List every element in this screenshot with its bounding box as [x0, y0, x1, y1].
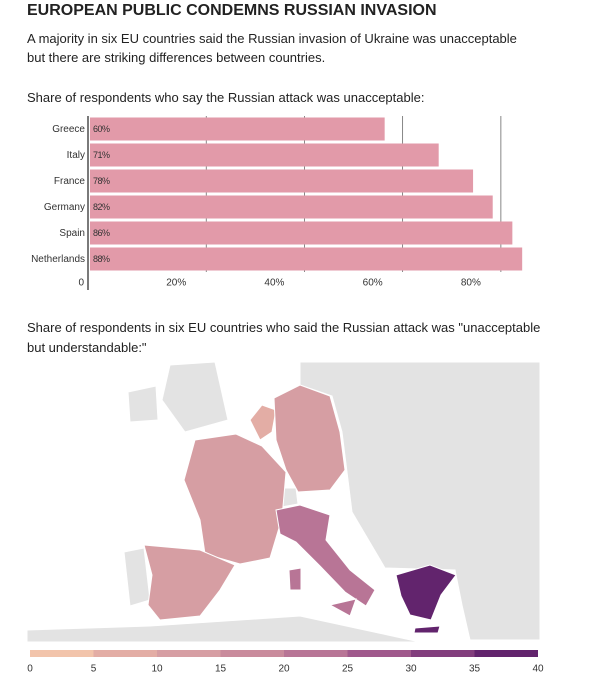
- country: [143, 544, 236, 621]
- title: EUROPEAN PUBLIC CONDEMNS RUSSIAN INVASIO…: [27, 2, 437, 19]
- country: [183, 433, 287, 565]
- country: [273, 384, 346, 493]
- value-label: 88%: [93, 254, 110, 264]
- legend-tick-label: 15: [215, 664, 227, 675]
- value-label: 86%: [93, 228, 110, 238]
- legend-swatch: [30, 650, 94, 657]
- category-label: Germany: [44, 202, 85, 213]
- category-label: Italy: [67, 150, 85, 161]
- bar-chart-title: Share of respondents who say the Russian…: [27, 90, 425, 105]
- legend-tick-label: 35: [469, 664, 481, 675]
- legend-swatch: [474, 650, 538, 657]
- subtitle: A majority in six EU countries said the …: [27, 31, 517, 65]
- legend-tick-label: 30: [405, 664, 417, 675]
- map-title: Share of respondents in six EU countries…: [27, 320, 541, 355]
- legend-tick-label: 10: [151, 664, 163, 675]
- category-label: Netherlands: [31, 254, 85, 265]
- value-label: 78%: [93, 176, 110, 186]
- legend-swatch: [411, 650, 475, 657]
- country: [249, 404, 277, 441]
- other-land: [161, 361, 229, 433]
- other-land: [26, 615, 421, 643]
- category-label: Spain: [59, 228, 85, 239]
- legend-swatch: [347, 650, 411, 657]
- legend-swatch: [220, 650, 284, 657]
- legend-tick-label: 5: [91, 664, 97, 675]
- x-tick-label: 20%: [166, 278, 186, 289]
- legend-swatch: [93, 650, 157, 657]
- bar: [90, 221, 513, 245]
- x-tick-label: 60%: [363, 278, 383, 289]
- country: [275, 504, 376, 617]
- category-label: Greece: [52, 124, 85, 135]
- legend-tick-label: 40: [532, 664, 544, 675]
- bar: [90, 143, 439, 167]
- x-tick-label: 40%: [264, 278, 284, 289]
- bar: [90, 195, 493, 219]
- value-label: 60%: [93, 124, 110, 134]
- value-label: 71%: [93, 150, 110, 160]
- x-tick-label: 0: [78, 278, 84, 289]
- other-land: [127, 385, 159, 423]
- bar: [90, 117, 385, 141]
- legend-tick-label: 20: [278, 664, 290, 675]
- legend-tick-label: 25: [342, 664, 354, 675]
- legend-tick-label: 0: [27, 664, 33, 675]
- x-tick-label: 80%: [461, 278, 481, 289]
- category-label: France: [54, 176, 86, 187]
- country: [395, 564, 457, 634]
- legend-swatch: [284, 650, 348, 657]
- bar: [90, 169, 474, 193]
- legend-swatch: [157, 650, 221, 657]
- bar: [90, 247, 523, 271]
- value-label: 82%: [93, 202, 110, 212]
